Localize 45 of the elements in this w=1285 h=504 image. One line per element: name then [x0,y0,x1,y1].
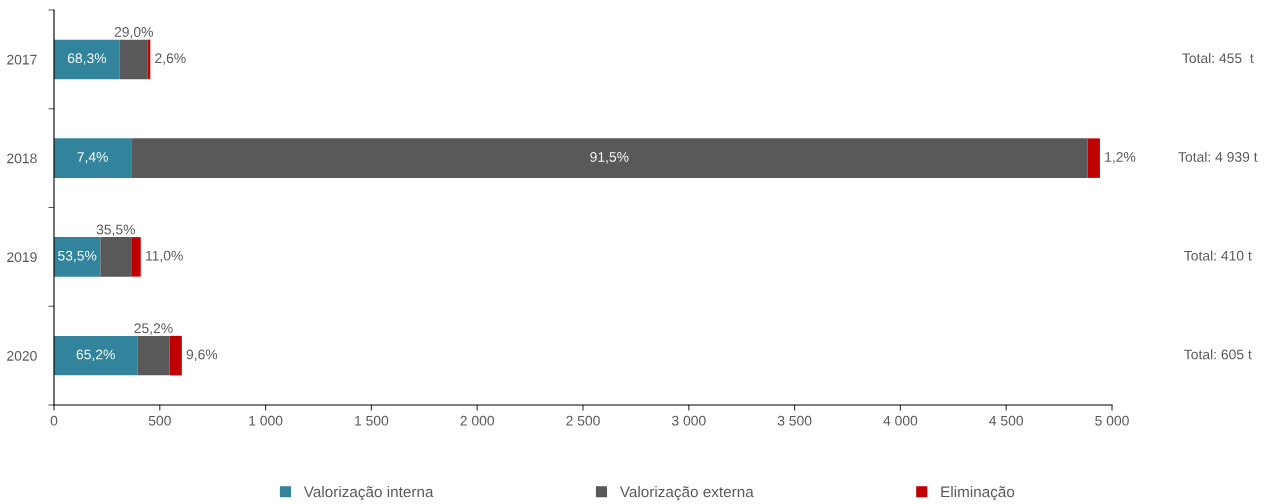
annotation: 65,2% [76,349,115,361]
annotation: 1,2% [1105,152,1136,164]
text: Total: 4 939 t [1178,151,1258,162]
text: Total: 605 t [1184,349,1252,360]
annotation: 29,0% [114,27,153,39]
annotation: 68,3% [67,53,107,65]
annotation: 7,4% [77,152,108,164]
bar [1087,138,1100,178]
y-tick-label: 2019 [7,252,37,263]
y-tick-label: 2017 [7,54,37,65]
annotation: 35,5% [96,224,135,237]
legend-label: Valorização interna [303,486,434,501]
x-tick-label: 3 500 [777,415,812,426]
x-tick-label: 1 500 [355,415,389,426]
x-tick-label: 2 500 [566,415,600,426]
legend-label: Valorização externa [619,486,754,501]
x-tick-label: 2 000 [460,415,495,426]
text: Total: 455 t [1182,52,1254,64]
bar [119,39,148,80]
bar [54,335,138,376]
bar [54,237,101,277]
x-tick-label: 0 [50,415,58,426]
annotation: 9,6% [186,349,218,361]
annotation: 53,5% [58,250,97,263]
x-tick-label: 3 000 [671,415,706,426]
bar [131,237,141,277]
y-tick-label: 2020 [7,350,37,361]
x-tick-label: 5 000 [1095,415,1129,426]
x-tick-label: 4 500 [989,415,1024,426]
annotation: 2,6% [155,53,186,65]
x-tick-label: 4 000 [883,415,918,426]
x-tick-label: 1 000 [249,415,283,426]
bar [137,335,170,376]
bar [169,335,182,376]
annotation: 11,0% [146,250,183,263]
bar [100,237,132,277]
text: Total: 410 t [1184,250,1252,261]
bar [131,138,1088,178]
bar [54,138,132,178]
legend-label: Eliminação [941,486,1015,501]
x-tick-label: 500 [148,415,171,426]
annotation: 25,2% [134,323,173,335]
y-tick-label: 2018 [7,153,37,164]
annotation: 91,5% [590,152,629,164]
bar [54,39,120,80]
